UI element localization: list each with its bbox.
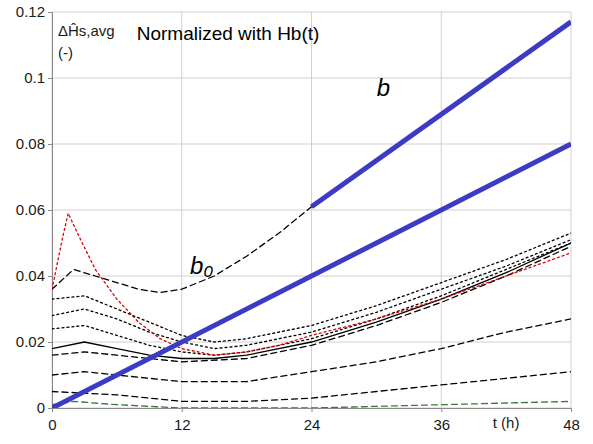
tick-mark <box>48 408 52 409</box>
tick: 0.04 <box>16 267 52 284</box>
fit-line <box>52 144 571 408</box>
x-axis-title: t (h) <box>493 414 520 431</box>
tick-mark <box>48 144 52 145</box>
grid-line <box>311 12 312 408</box>
tick-mark <box>441 408 442 412</box>
tick-label: 0 <box>48 416 56 433</box>
tick-label: 0.12 <box>16 3 45 20</box>
tick: 48 <box>563 408 580 433</box>
tick: 0.08 <box>16 135 52 152</box>
chart-title: Normalized with Hb(t) <box>137 23 320 44</box>
tick-label: 36 <box>433 416 450 433</box>
axis-line <box>48 13 53 409</box>
tick-label: 0.06 <box>16 201 45 218</box>
data-line <box>52 243 571 359</box>
tick: 12 <box>174 408 191 433</box>
tick-label: 0.04 <box>16 267 45 284</box>
line-labels: b b₀ <box>190 74 390 279</box>
tick-mark <box>48 342 52 343</box>
data-line <box>52 319 571 382</box>
tick: 0.06 <box>16 201 52 218</box>
tick: 36 <box>433 408 450 433</box>
fit-line <box>312 22 572 207</box>
data-line <box>52 401 571 408</box>
tick-label: 24 <box>304 416 321 433</box>
line-label: b₀ <box>190 252 213 279</box>
lines <box>52 22 571 408</box>
axis-line <box>53 409 572 413</box>
data-line <box>52 246 571 361</box>
data-line <box>52 213 571 355</box>
grid <box>52 12 571 408</box>
tick: 0.12 <box>16 3 52 20</box>
tick-label: 0.08 <box>16 135 45 152</box>
tick: 0.1 <box>24 69 52 86</box>
data-line <box>52 372 571 402</box>
tick-mark <box>48 276 52 277</box>
grid-line <box>571 12 572 408</box>
tick-mark <box>312 408 313 412</box>
tick-label: 12 <box>174 416 191 433</box>
y-axis-unit: (-) <box>58 44 73 61</box>
data-line <box>52 243 571 355</box>
data-line <box>52 184 344 293</box>
y-axis-title: ΔĤs,avg <box>58 22 115 39</box>
chart: 0 12 24 36 48 0 0.02 0.04 0.06 0.08 0.1 0.12 b b₀ ΔĤs,… <box>0 0 593 444</box>
data-line <box>52 233 571 342</box>
tick: 24 <box>304 408 321 433</box>
x-axis: 0 12 24 36 48 <box>48 408 580 433</box>
tick-label: 0.02 <box>16 333 45 350</box>
tick-label: 48 <box>563 416 580 433</box>
tick-mark <box>48 78 52 79</box>
y-axis: 0 0.02 0.04 0.06 0.08 0.1 0.12 <box>16 3 53 416</box>
tick-mark <box>48 210 52 211</box>
tick-label: 0.1 <box>24 69 45 86</box>
tick-mark <box>571 408 572 412</box>
tick: 0 <box>48 408 56 433</box>
tick-mark <box>48 12 52 13</box>
line-label: b <box>377 74 390 101</box>
data-line <box>52 240 571 349</box>
tick: 0.02 <box>16 333 52 350</box>
tick-mark <box>182 408 183 412</box>
tick: 0 <box>37 399 52 416</box>
tick-label: 0 <box>37 399 45 416</box>
